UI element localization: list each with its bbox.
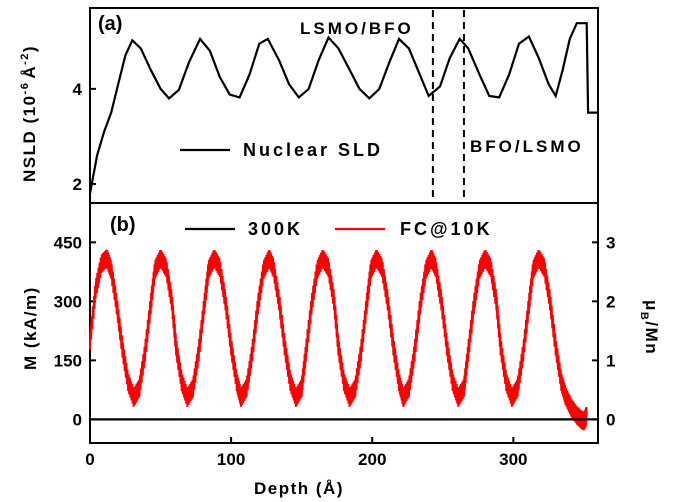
x-tick-label: 100 [217,450,245,469]
y-right-title-mu: μ [642,300,661,312]
y-tick-label-a: 2 [73,175,82,194]
y-tick-label-b: 0 [73,410,82,429]
ticks-b: 0 150 300 450 0 1 2 3 0 100 200 300 [54,233,616,469]
y-tick-label-right: 1 [606,351,615,370]
y-axis-title-a: NSLD (10-6 Å-2) [19,45,39,182]
panel-label-b: (b) [110,214,136,236]
y-tick-label-right: 0 [606,410,615,429]
y-tick-label-b: 450 [54,233,82,252]
interface-lines [431,10,465,201]
x-axis-title: Depth (Å) [254,479,344,498]
y-axis-title-a-main: NSLD (10 [20,94,39,182]
panel-label-a: (a) [98,13,122,35]
y-tick-label-b: 150 [54,351,82,370]
fc-10k-line [89,249,588,431]
x-tick-label: 300 [499,450,527,469]
legend-label-fc10k: FC@10K [400,219,493,239]
y-right-title-sub: B [638,312,650,321]
y-tick-label-b: 300 [54,292,82,311]
y-axis-title-b: M (kA/m) [21,286,40,370]
annotation-bfo-lsmo: BFO/LSMO [470,137,584,156]
panel-b: 0 150 300 450 0 1 2 3 0 100 200 300 (b) 300K FC@10K… [21,202,661,498]
y-tick-label-right: 3 [606,233,615,252]
x-tick-label: 0 [85,450,94,469]
plot-frame-b [89,202,599,444]
y-axis-title-a-exp2: -2 [19,52,31,65]
y-axis-title-b-right: μB/Mn [638,300,661,355]
legend-label-300k: 300K [248,219,303,239]
y-right-title-rest: /Mn [642,321,661,355]
y-tick-label-a: 4 [73,80,83,99]
y-axis-title-a-unit: Å [20,65,39,79]
legend-label-nuclear: Nuclear SLD [243,140,383,160]
annotation-lsmo-bfo: LSMO/BFO [300,19,414,38]
panel-a: 2 4 (a) LSMO/BFO BFO/LSMO Nuclear SLD NSL… [19,7,599,204]
y-tick-label-right: 2 [606,292,615,311]
x-tick-label: 200 [358,450,386,469]
y-axis-title-a-close: ) [20,45,39,52]
y-axis-title-a-exp: -6 [19,82,31,95]
nuclear-sld-line [88,22,598,194]
